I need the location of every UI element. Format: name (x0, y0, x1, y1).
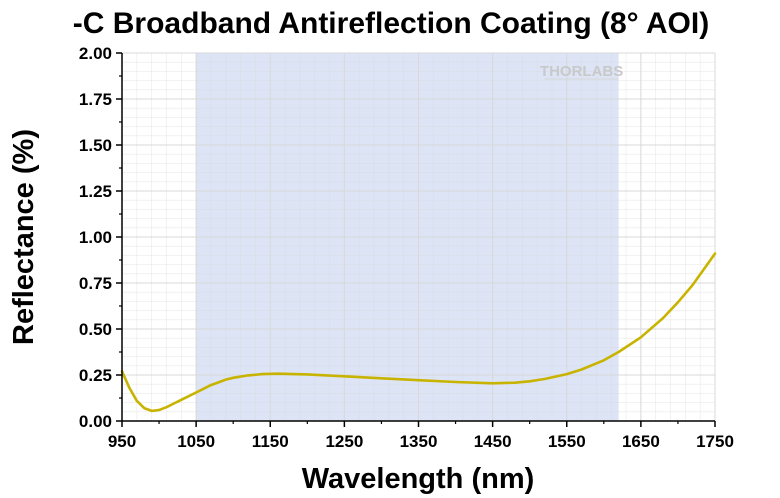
y-tick-label: 0.75 (79, 274, 112, 293)
reflectance-line (120, 252, 717, 413)
x-tick-label: 950 (108, 432, 136, 451)
x-tick-label: 1250 (325, 432, 363, 451)
x-tick-label: 1650 (622, 432, 660, 451)
y-axis-title: Reflectance (%) (8, 129, 40, 345)
x-axis-title: Wavelength (nm) (302, 463, 535, 495)
y-tick-label: 0.25 (79, 366, 112, 385)
plot-area: THORLABS 950 1050 1150 1250 1350 1450 1550 1650 1… (79, 44, 734, 451)
x-tick-label: 1050 (177, 432, 215, 451)
x-tick-label: 1150 (252, 432, 289, 451)
x-tick-label: 1450 (474, 432, 512, 451)
thorlabs-logo: THORLABS (540, 63, 623, 80)
y-tick-label: 1.50 (79, 136, 112, 155)
y-tick-label: 0.50 (79, 320, 112, 339)
y-tick-label: 0.00 (79, 412, 112, 431)
x-tick-label: 1350 (400, 432, 438, 451)
x-tick-label: 1550 (548, 432, 586, 451)
y-tick-label: 1.25 (79, 182, 112, 201)
x-tick-label: 1750 (696, 432, 734, 451)
y-tick-label: 1.75 (79, 90, 112, 109)
y-tick-label: 2.00 (79, 44, 112, 63)
y-tick-label: 1.00 (79, 228, 112, 247)
chart-title: -C Broadband Antireflection Coating (8° … (73, 7, 709, 40)
